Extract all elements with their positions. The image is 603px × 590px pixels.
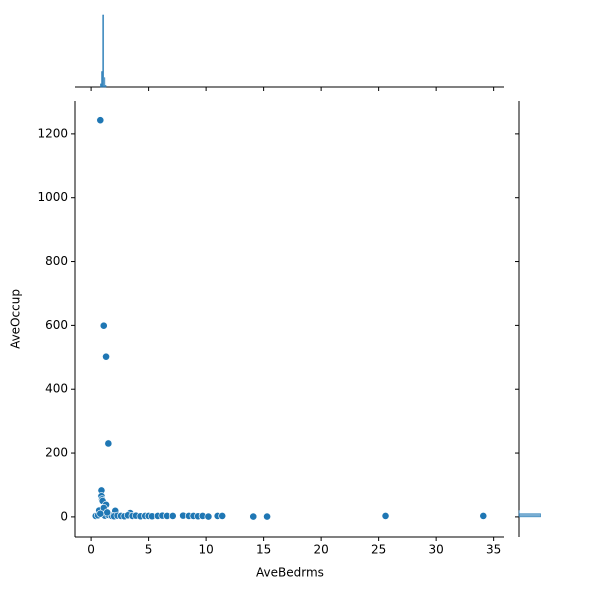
x-tick-label: 25 [371, 543, 386, 557]
y-tick-label: 0 [60, 509, 68, 523]
top-hist-bar [103, 77, 106, 88]
point [204, 512, 213, 521]
x-tick-label: 0 [87, 543, 95, 557]
y-tick-label: 200 [45, 446, 68, 460]
point [103, 508, 112, 517]
x-tick-label: 15 [256, 543, 271, 557]
point [99, 321, 108, 330]
top-hist-bar [104, 85, 107, 88]
x-tick-label: 5 [145, 543, 153, 557]
point [104, 439, 113, 448]
point [96, 116, 105, 125]
point [218, 512, 227, 520]
point [249, 512, 258, 521]
y-axis-label: AveOccup [9, 289, 23, 349]
point [263, 512, 271, 521]
y-tick-label: 400 [45, 382, 68, 396]
point [381, 512, 390, 520]
y-tick-label: 800 [45, 254, 68, 268]
top-hist-bar [102, 14, 105, 88]
x-tick-label: 35 [486, 543, 501, 557]
x-tick-label: 30 [429, 543, 444, 557]
y-tick-label: 1200 [37, 126, 68, 140]
point [96, 509, 105, 518]
x-axis-label: AveBedrms [256, 566, 324, 580]
y-tick-label: 1000 [37, 190, 68, 204]
x-tick-label: 10 [198, 543, 213, 557]
x-tick-label: 20 [313, 543, 328, 557]
y-tick-label: 600 [45, 318, 68, 332]
point [102, 352, 110, 361]
point [479, 512, 488, 520]
right-hist-bar [518, 513, 541, 518]
point [168, 512, 177, 520]
